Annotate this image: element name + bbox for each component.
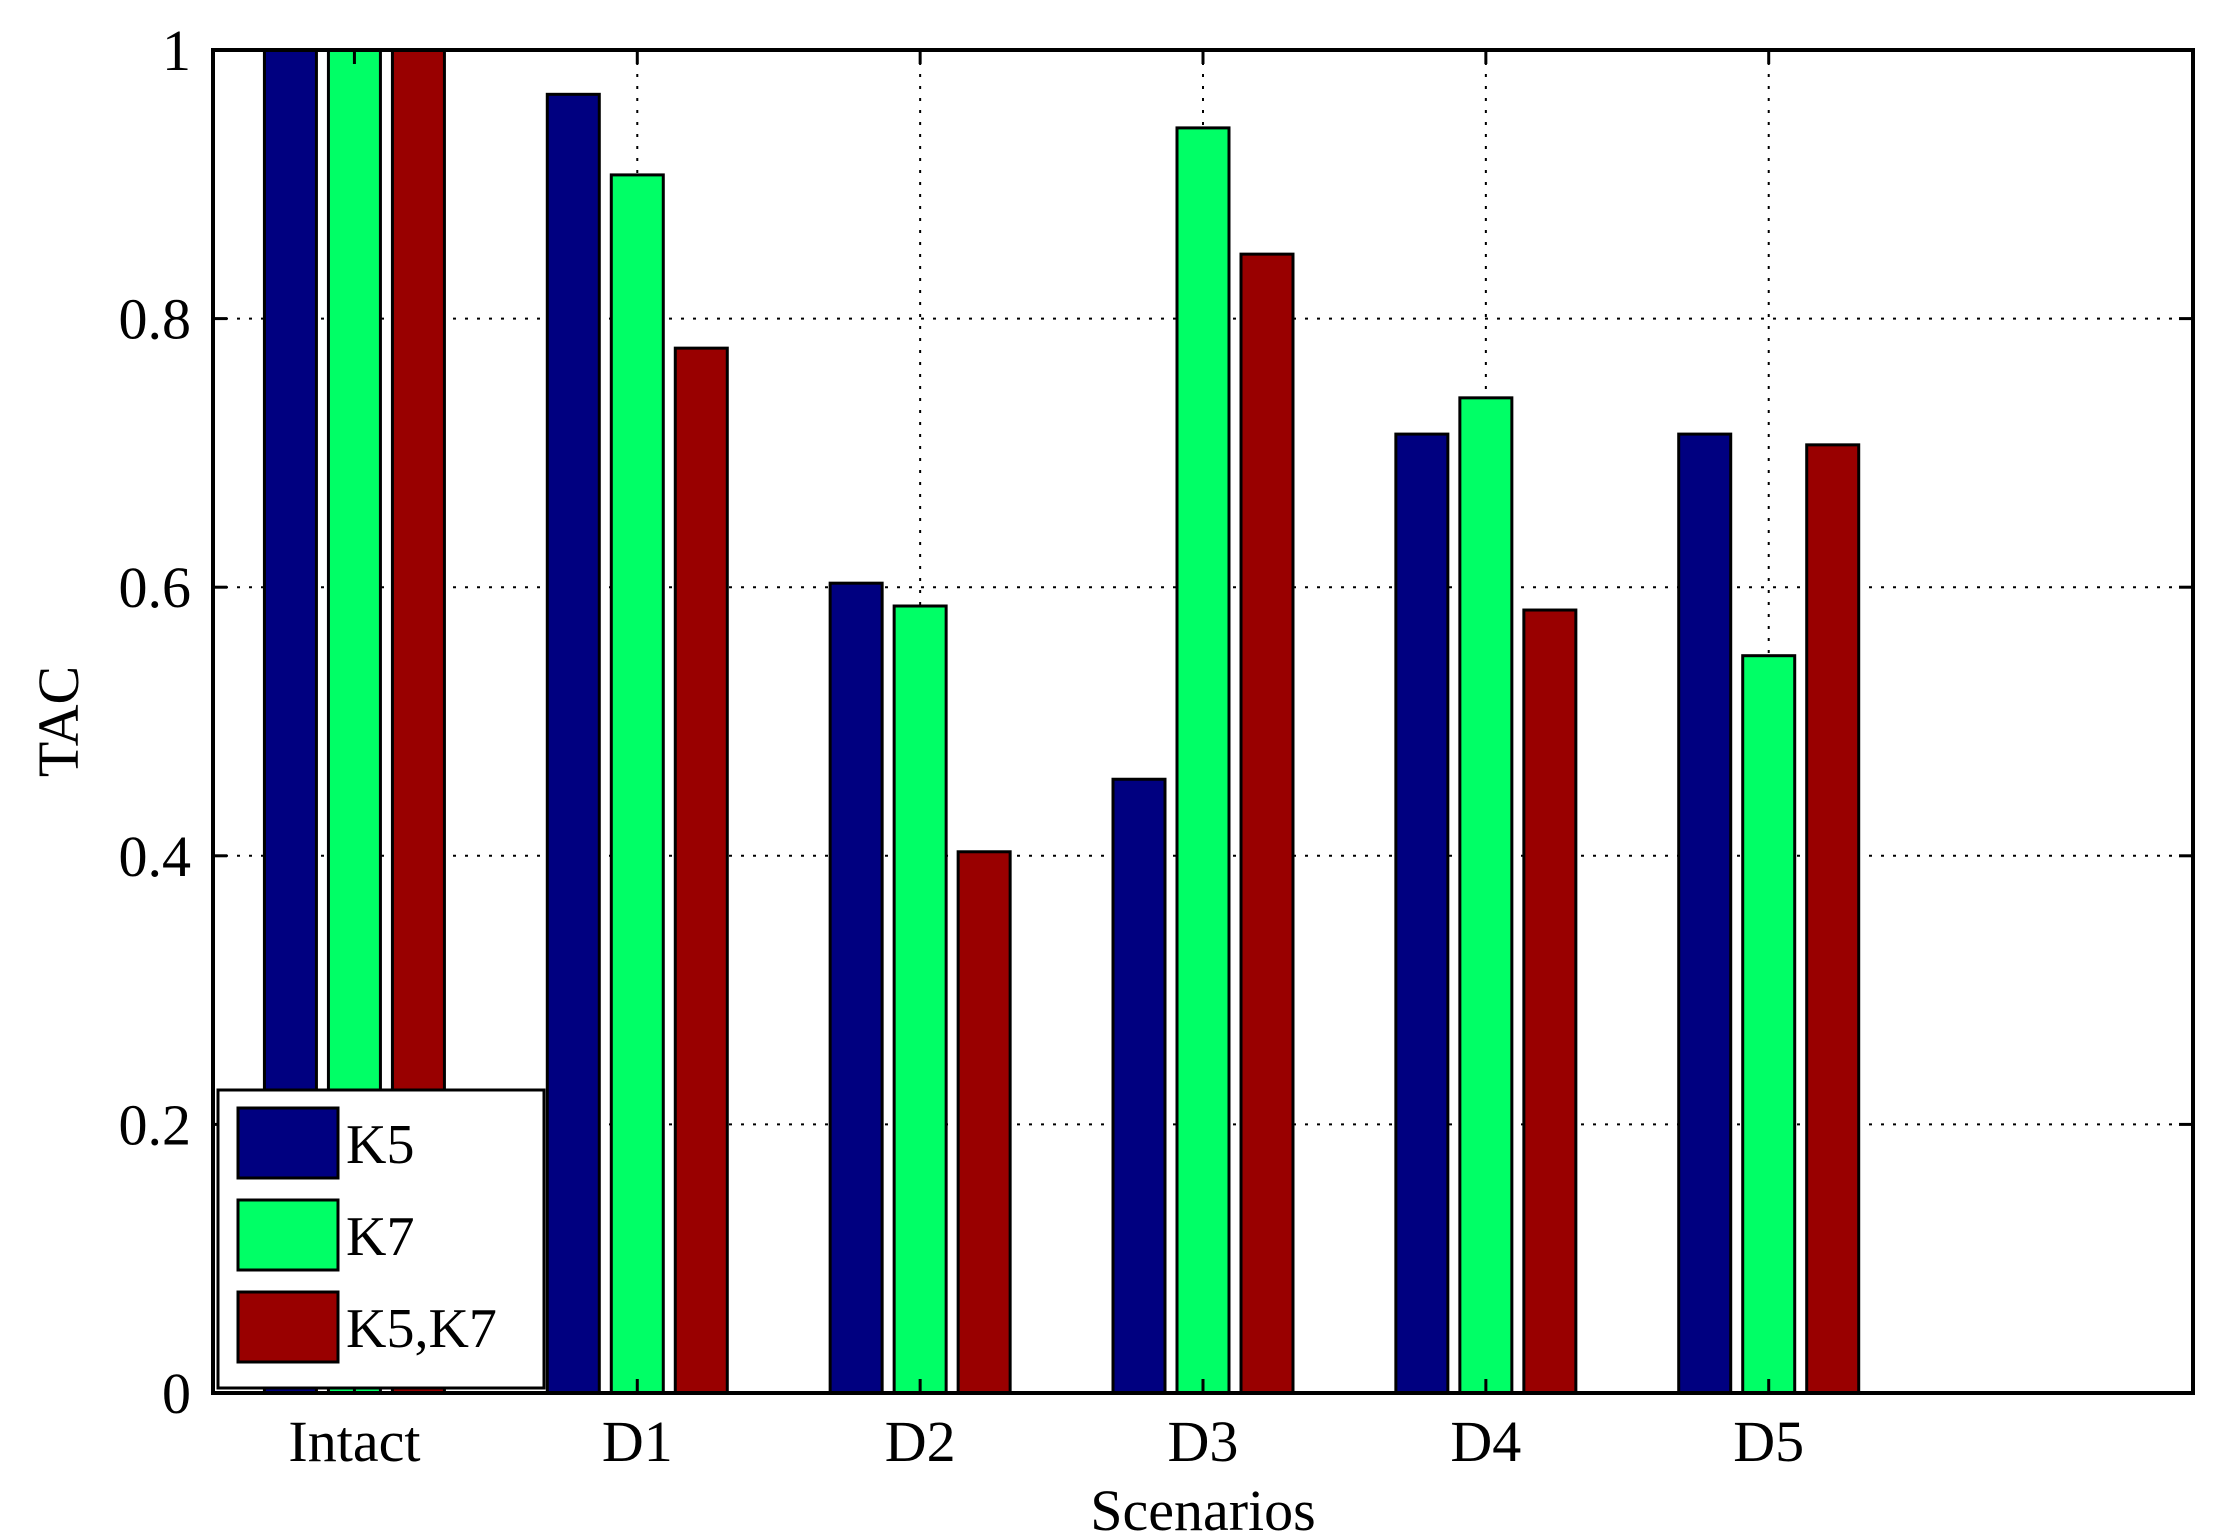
axes	[211, 48, 2195, 1395]
x-axis-title: Scenarios	[1090, 1478, 1316, 1537]
x-tick-label: D1	[602, 1409, 673, 1474]
bar-k7-d2	[892, 604, 948, 1395]
bar-k5-k7-d3	[1239, 252, 1295, 1395]
bar-k7-d5	[1741, 654, 1797, 1395]
bar-k5-d1	[545, 92, 601, 1395]
tick-labels: 0 0.2 0.4 0.6 0.8 1 Intact D1 D2 D3 D4 D5	[119, 18, 1805, 1474]
y-tick-label: 1	[162, 18, 191, 83]
bar-k5-k7-d1	[673, 346, 729, 1395]
bar-k5-k7-d2	[956, 850, 1012, 1395]
x-tick-label: Intact	[288, 1409, 420, 1474]
x-tick-label: D2	[885, 1409, 956, 1474]
legend-label: K5,K7	[346, 1298, 497, 1360]
y-axis-title: TAC	[26, 666, 91, 777]
bar-k5-d3	[1111, 777, 1167, 1395]
legend-label: K7	[346, 1206, 414, 1268]
x-tick-label: D3	[1168, 1409, 1239, 1474]
legend: K5 K7 K5,K7	[216, 1088, 546, 1390]
y-tick-label: 0	[162, 1361, 191, 1426]
legend-swatch	[236, 1106, 340, 1180]
legend-swatch	[236, 1290, 340, 1364]
legend-swatch	[236, 1198, 340, 1272]
bar-k5-k7-d4	[1522, 608, 1578, 1395]
y-tick-label: 0.2	[119, 1092, 192, 1157]
x-tick-label: D4	[1450, 1409, 1521, 1474]
bar-k5-d5	[1677, 432, 1733, 1395]
bar-k5-d2	[828, 581, 884, 1395]
y-tick-label: 0.6	[119, 555, 192, 620]
bar-k7-d3	[1175, 126, 1231, 1395]
bar-k5-k7-d5	[1805, 443, 1861, 1395]
bar-k7-d4	[1458, 396, 1514, 1395]
y-tick-label: 0.8	[119, 287, 192, 352]
bar-k7-d1	[609, 173, 665, 1395]
x-tick-label: D5	[1733, 1409, 1804, 1474]
legend-label: K5	[346, 1114, 414, 1176]
y-tick-label: 0.4	[119, 824, 192, 889]
bar-k5-d4	[1394, 432, 1450, 1395]
